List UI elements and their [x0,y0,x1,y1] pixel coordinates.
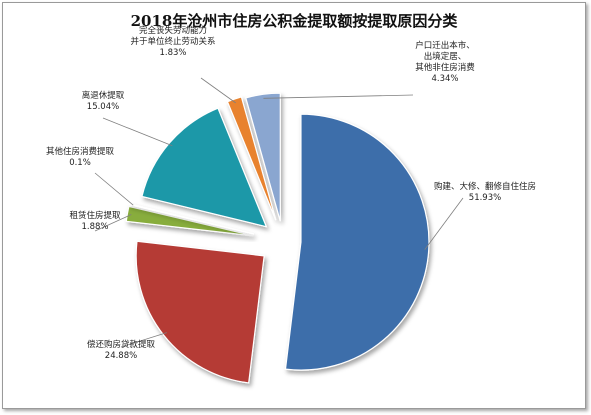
data-label-emigration: 户口迁出本市、出境定居、其他非住房消费 4.34% [415,40,475,84]
data-label-other-housing: 其他住房消费提取 0.1% [46,146,115,168]
chart-frame: 2018年沧州市住房公积金提取额按提取原因分类 购建、大修、翻修自住住房 51.9… [2,2,586,409]
leader-line-self-housing [424,197,464,250]
pie-slice-retirement [141,107,268,228]
pie-chart: 2018年沧州市住房公积金提取额按提取原因分类 购建、大修、翻修自住住房 51.9… [46,12,536,384]
leader-line-emigration [263,94,414,99]
data-label-retirement: 离退休提取 15.04% [82,90,125,112]
data-label-loan-repayment: 偿还购房贷款提取 24.88% [87,339,156,361]
chart-title: 2018年沧州市住房公积金提取额按提取原因分类 [131,12,459,30]
leader-line-rental [94,214,132,232]
data-label-self-housing: 购建、大修、翻修自住住房 51.93% [434,181,536,203]
leader-line-other-housing [94,172,134,206]
pie-slice-self-housing [284,113,430,371]
leader-line-disability [200,77,236,104]
pie-slice-disability [226,96,277,221]
data-label-rental: 租赁住房提取 1.88% [69,210,121,232]
leader-line-retirement [102,117,173,147]
data-label-disability: 完全丧失劳动能力并于单位终止劳动关系 1.83% [130,25,215,58]
leader-line-loan-repayment [120,332,167,348]
pie-slice-other-housing [128,203,254,235]
pie-slice-loan-repayment [135,240,265,384]
pie-slice-emigration [245,92,281,222]
pie-slice-rental [125,205,254,237]
